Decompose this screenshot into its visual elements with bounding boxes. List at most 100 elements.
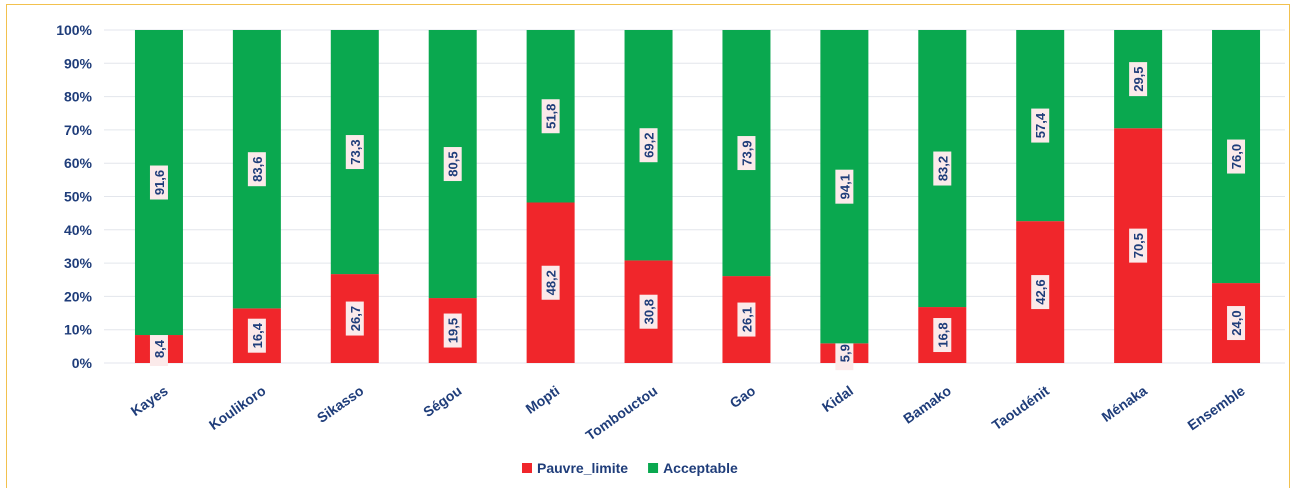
data-label-box — [835, 336, 854, 371]
data-label-box — [639, 294, 658, 329]
data-label-box — [345, 301, 364, 336]
legend-swatch — [648, 463, 659, 473]
legend-label: Pauvre_limite — [537, 460, 628, 476]
data-label: 16,8 — [933, 318, 952, 353]
y-tick-label: 50% — [64, 189, 93, 205]
data-label-text: 19,5 — [446, 318, 461, 343]
gridlines — [104, 29, 1285, 364]
bars: 8,4 91,6 16,4 83,6 26,7 73,3 19,5 80,5 48,2 51,8 3… — [134, 30, 1261, 371]
data-label-box — [247, 152, 266, 187]
data-label: 91,6 — [149, 165, 168, 200]
data-label: 19,5 — [443, 313, 462, 348]
data-label-box — [1227, 306, 1246, 341]
data-label: 26,1 — [737, 302, 756, 337]
data-label-box — [737, 136, 756, 171]
data-label-text: 5,9 — [837, 344, 852, 362]
data-label-box — [835, 169, 854, 204]
y-tick-label: 80% — [64, 89, 93, 105]
data-label: 29,5 — [1129, 62, 1148, 97]
y-tick-label: 0% — [72, 355, 93, 371]
y-tick-label: 40% — [64, 222, 93, 238]
y-tick-label: 30% — [64, 255, 93, 271]
chart-frame — [6, 4, 1290, 488]
data-label-text: 57,4 — [1033, 112, 1048, 138]
data-label: 42,6 — [1031, 275, 1050, 310]
data-label: 24,0 — [1227, 306, 1246, 341]
x-tick-label: Taoudénit — [989, 382, 1052, 433]
data-label-text: 94,1 — [837, 174, 852, 199]
data-label-box — [541, 99, 560, 134]
y-axis: 0% 10% 20% 30% 40% 50% 60% 70% 80% 90% 100% — [56, 22, 92, 371]
data-label: 57,4 — [1031, 108, 1050, 143]
data-label: 51,8 — [541, 99, 560, 134]
data-label-text: 76,0 — [1229, 144, 1244, 169]
legend: Pauvre_limite Acceptable — [522, 460, 738, 476]
data-label: 76,0 — [1227, 139, 1246, 174]
x-tick-label: Ensemble — [1184, 382, 1248, 433]
data-label-text: 8,4 — [152, 339, 167, 358]
data-label-box — [737, 302, 756, 337]
y-tick-label: 100% — [56, 22, 92, 38]
data-label-box — [1031, 275, 1050, 310]
legend-label: Acceptable — [663, 460, 738, 476]
data-label: 26,7 — [345, 301, 364, 336]
data-label-text: 73,3 — [348, 139, 363, 164]
data-label: 73,9 — [737, 136, 756, 171]
data-label: 69,2 — [639, 128, 658, 163]
x-tick-label: Tombouctou — [582, 382, 660, 443]
legend-swatch — [522, 463, 532, 473]
data-label-box — [443, 313, 462, 348]
y-tick-label: 70% — [64, 122, 93, 138]
data-label-text: 30,8 — [642, 299, 657, 324]
data-label: 5,9 — [835, 336, 854, 371]
data-label-box — [345, 135, 364, 170]
data-label-box — [1129, 228, 1148, 263]
x-tick-label: Gao — [727, 382, 758, 411]
data-label-text: 73,9 — [739, 140, 754, 165]
data-label-box — [933, 151, 952, 186]
x-axis: Kayes Koulikoro Sikasso Ségou Mopti Tomboucto… — [128, 382, 1248, 443]
data-label-text: 29,5 — [1131, 66, 1146, 91]
data-label-text: 24,0 — [1229, 310, 1244, 335]
data-label-box — [1031, 108, 1050, 143]
y-tick-label: 20% — [64, 288, 93, 304]
data-label-box — [933, 318, 952, 353]
data-label-text: 70,5 — [1131, 233, 1146, 258]
data-label-text: 80,5 — [446, 151, 461, 176]
data-label: 94,1 — [835, 169, 854, 204]
y-tick-label: 10% — [64, 322, 93, 338]
x-tick-label: Mopti — [523, 382, 563, 417]
x-tick-label: Ségou — [420, 382, 464, 420]
data-label: 30,8 — [639, 294, 658, 329]
data-label-box — [639, 128, 658, 163]
data-label-text: 48,2 — [544, 270, 559, 295]
data-label: 8,4 — [149, 332, 168, 367]
x-tick-label: Koulikoro — [206, 382, 269, 433]
data-label: 70,5 — [1129, 228, 1148, 263]
data-label-text: 83,6 — [250, 157, 265, 182]
data-label-text: 16,4 — [250, 322, 265, 348]
data-label-text: 91,6 — [152, 170, 167, 195]
y-tick-label: 90% — [64, 55, 93, 71]
data-label-box — [149, 165, 168, 200]
data-label: 16,4 — [247, 318, 266, 353]
data-label-text: 42,6 — [1033, 279, 1048, 304]
data-label: 73,3 — [345, 135, 364, 170]
data-label: 83,6 — [247, 152, 266, 187]
y-tick-label: 60% — [64, 155, 93, 171]
data-label-box — [1227, 139, 1246, 174]
data-label-text: 26,7 — [348, 306, 363, 331]
data-label: 48,2 — [541, 265, 560, 300]
data-label-text: 51,8 — [544, 104, 559, 129]
data-label-text: 16,8 — [935, 322, 950, 347]
data-label-text: 69,2 — [642, 133, 657, 158]
x-tick-label: Kidal — [819, 382, 856, 415]
data-label-box — [443, 147, 462, 182]
data-label: 83,2 — [933, 151, 952, 186]
data-label-box — [1129, 62, 1148, 97]
x-tick-label: Kayes — [128, 382, 171, 419]
x-tick-label: Bamako — [900, 382, 954, 426]
x-tick-label: Ménaka — [1099, 382, 1150, 425]
data-label-box — [247, 318, 266, 353]
